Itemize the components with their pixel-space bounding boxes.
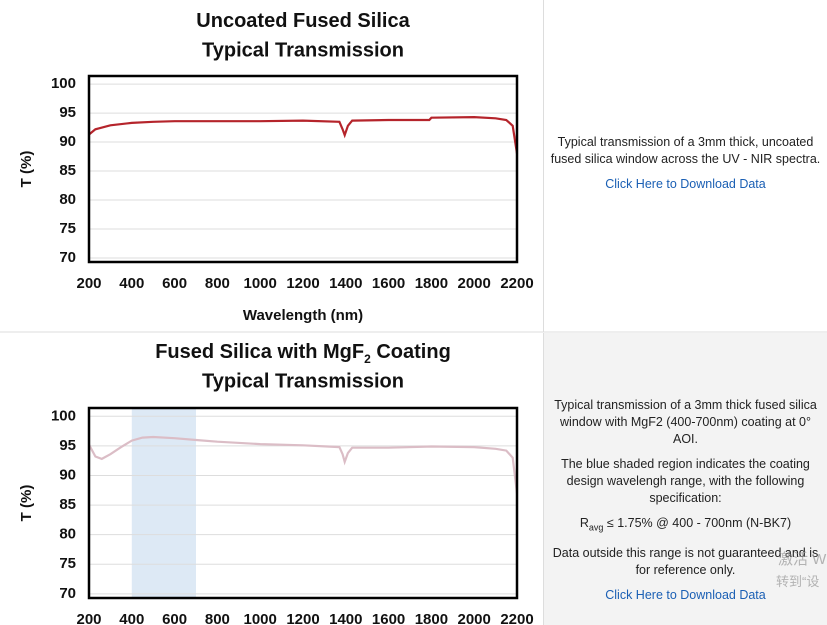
data-line: [88, 435, 519, 494]
title-sub: 2: [364, 352, 371, 366]
x-tick-label: 400: [119, 611, 144, 625]
y-tick-label: 85: [59, 162, 76, 179]
y-tick-label: 90: [59, 133, 76, 150]
download-link[interactable]: Click Here to Download Data: [605, 177, 766, 191]
x-tick-label: 200: [76, 611, 101, 625]
plot-frame: [87, 406, 519, 600]
title-text: Fused Silica with MgF: [155, 341, 364, 363]
y-tick-label: 90: [59, 466, 76, 483]
chart-subtitle: Typical Transmission: [202, 370, 404, 392]
specification: Ravg ≤ 1.75% @ 400 - 700nm (N-BK7): [548, 515, 823, 537]
description: Typical transmission of a 3mm thick fuse…: [554, 398, 817, 446]
watermark: 转到“设: [776, 574, 820, 589]
spec-tail: ≤ 1.75% @ 400 - 700nm (N-BK7): [603, 516, 792, 530]
x-tick-label: 2200: [500, 275, 533, 292]
x-tick-label: 200: [76, 275, 101, 292]
download-link[interactable]: Click Here to Download Data: [605, 587, 766, 602]
chart-subtitle: Typical Transmission: [202, 39, 404, 61]
x-tick-label: 2000: [458, 275, 491, 292]
x-tick-label: 800: [205, 275, 230, 292]
spec-sub: avg: [588, 522, 604, 533]
y-tick-label: 70: [59, 585, 76, 602]
y-tick-label: 95: [59, 437, 76, 454]
chart-title: Fused Silica with MgF2 Coating: [155, 341, 451, 366]
y-tick-label: 70: [59, 249, 76, 266]
y-tick-label: 80: [59, 526, 76, 543]
x-tick-label: 1200: [286, 275, 319, 292]
info-panel: Typical transmission of a 3mm thick fuse…: [543, 333, 827, 625]
x-tick-label: 1000: [244, 275, 277, 292]
x-axis-label: Wavelength (nm): [243, 307, 363, 324]
y-tick-label: 80: [59, 191, 76, 208]
x-tick-label: 1600: [372, 275, 405, 292]
watermark: 激活 W: [778, 551, 827, 568]
x-tick-label: 1800: [415, 611, 448, 625]
x-tick-label: 400: [119, 275, 144, 292]
y-tick-label: 100: [51, 407, 76, 424]
x-tick-label: 2200: [500, 611, 533, 625]
description: Typical transmission of a 3mm thick, unc…: [550, 135, 821, 166]
info-panel: Typical transmission of a 3mm thick, unc…: [543, 0, 827, 332]
x-tick-label: 2000: [458, 611, 491, 625]
plot-frame: [87, 74, 519, 264]
y-tick-label: 85: [59, 496, 76, 513]
x-tick-label: 1200: [286, 611, 319, 625]
x-tick-label: 1000: [244, 611, 277, 625]
x-tick-label: 1600: [372, 611, 405, 625]
spec: R: [579, 516, 589, 530]
y-axis-label: T (%): [18, 151, 35, 188]
y-axis-label: T (%): [18, 485, 35, 522]
title-text: Uncoated Fused Silica: [196, 10, 410, 32]
x-tick-label: 600: [162, 275, 187, 292]
panel-bg: [543, 333, 827, 625]
x-tick-label: 1400: [329, 611, 362, 625]
note: Data outside this range is not guarantee…: [552, 545, 819, 577]
title-tail: Coating: [371, 341, 451, 363]
x-tick-label: 1800: [415, 275, 448, 292]
y-tick-label: 75: [59, 555, 76, 572]
description: The blue shaded region indicates the coa…: [561, 457, 810, 505]
x-tick-label: 800: [205, 611, 230, 625]
chart-title: Uncoated Fused Silica: [196, 10, 410, 32]
y-tick-label: 95: [59, 104, 76, 121]
y-tick-label: 100: [51, 75, 76, 92]
x-tick-label: 600: [162, 611, 187, 625]
y-tick-label: 75: [59, 220, 76, 237]
data-line: [88, 115, 519, 154]
x-tick-label: 1400: [329, 275, 362, 292]
